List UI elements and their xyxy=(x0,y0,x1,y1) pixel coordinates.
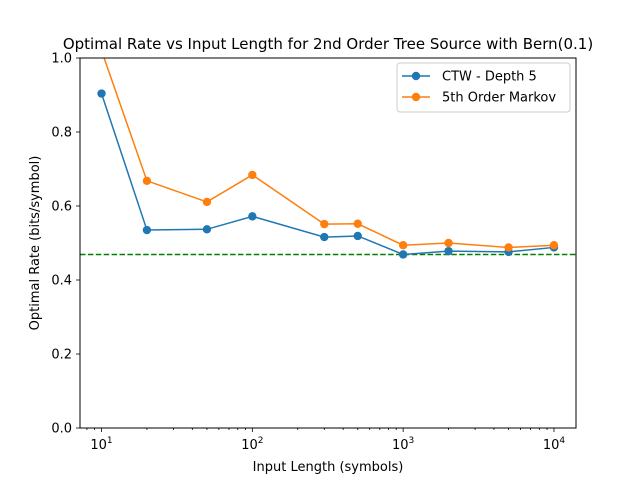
x-tick-label: 101 xyxy=(90,436,112,453)
x-tick-label: 104 xyxy=(543,436,566,453)
y-tick-label: 0.0 xyxy=(51,422,72,437)
series-line xyxy=(100,93,555,256)
data-point xyxy=(504,243,513,252)
data-point xyxy=(202,197,212,207)
data-point xyxy=(444,238,453,248)
legend-box xyxy=(396,62,571,113)
data-point xyxy=(320,219,329,229)
data-point xyxy=(320,232,329,242)
legend-label: 5th Order Markov xyxy=(442,91,556,106)
series-1 xyxy=(97,89,559,259)
data-point xyxy=(353,231,362,241)
legend-label: CTW - Depth 5 xyxy=(442,70,537,85)
data-point xyxy=(202,225,212,234)
legend-entry: 5th Order Markov xyxy=(402,91,556,106)
x-axis-ticks: 101 102 103 104 xyxy=(86,428,566,453)
legend-entry: CTW - Depth 5 xyxy=(402,70,537,85)
legend-marker xyxy=(411,71,421,81)
y-tick-label: 0.8 xyxy=(51,126,72,141)
data-point xyxy=(248,212,257,221)
y-axis-ticks: 0.0 0.2 0.4 0.6 0.8 1.0 xyxy=(51,52,80,437)
y-axis-label: Optimal Rate (bits/symbol) xyxy=(28,156,43,331)
data-point xyxy=(398,250,408,259)
legend: CTW - Depth 5 5th Order Markov xyxy=(396,62,571,113)
y-tick-label: 0.4 xyxy=(51,274,72,289)
data-point xyxy=(142,225,152,235)
series-line xyxy=(103,58,554,249)
series-layer xyxy=(97,58,559,259)
y-tick-label: 1.0 xyxy=(51,52,72,67)
y-tick-label: 0.6 xyxy=(51,200,72,215)
x-tick-label: 103 xyxy=(392,436,414,453)
data-point xyxy=(97,89,106,98)
plot-frame xyxy=(79,57,577,429)
y-tick-label: 0.2 xyxy=(51,348,72,363)
data-point xyxy=(549,241,559,250)
data-point xyxy=(444,246,453,256)
series-2 xyxy=(103,58,559,252)
data-point xyxy=(398,241,408,250)
legend-marker xyxy=(411,92,421,102)
data-point xyxy=(142,176,152,186)
x-axis-label: Input Length (symbols) xyxy=(253,460,404,475)
data-point xyxy=(248,170,257,180)
data-point xyxy=(353,219,362,228)
chart-title: Optimal Rate vs Input Length for 2nd Ord… xyxy=(63,35,593,53)
x-tick-label: 102 xyxy=(241,436,263,453)
